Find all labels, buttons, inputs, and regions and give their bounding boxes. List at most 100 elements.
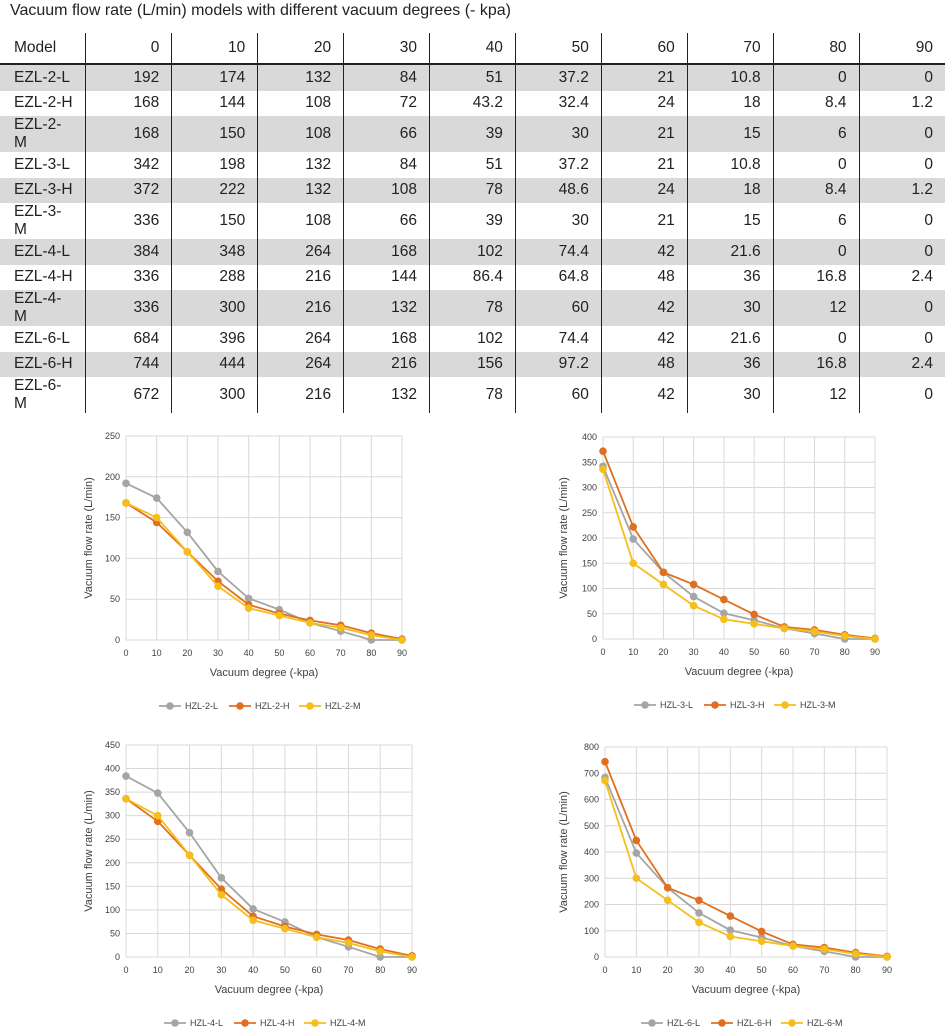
legend-marker-HZL-6-M bbox=[788, 1019, 796, 1027]
data-point-HZL-4-L bbox=[122, 772, 130, 780]
x-axis-title: Vacuum degree (-kpa) bbox=[692, 984, 801, 996]
y-tick-label: 0 bbox=[115, 635, 120, 645]
x-tick-label: 80 bbox=[840, 647, 850, 657]
y-tick-label: 500 bbox=[584, 821, 599, 831]
legend-marker-HZL-6-L bbox=[648, 1019, 656, 1027]
data-point-HZL-2-L bbox=[244, 594, 253, 603]
x-tick-label: 50 bbox=[757, 965, 767, 975]
data-point-HZL-6-H bbox=[632, 836, 641, 845]
value-cell: 156 bbox=[429, 351, 516, 377]
value-cell: 42 bbox=[600, 239, 688, 265]
model-cell: EZL-4-H bbox=[14, 268, 73, 286]
value-cell: 0 bbox=[858, 377, 945, 413]
value-cell: 21 bbox=[600, 152, 688, 178]
y-tick-label: 100 bbox=[105, 905, 120, 915]
value-cell: 42 bbox=[600, 290, 688, 326]
value-cell: 216 bbox=[257, 264, 344, 290]
value-cell: 132 bbox=[257, 64, 344, 91]
column-header-80: 80 bbox=[772, 33, 860, 65]
data-point-HZL-3-M bbox=[720, 615, 728, 624]
value-cell: 216 bbox=[257, 290, 344, 326]
x-tick-label: 80 bbox=[366, 648, 376, 658]
data-point-HZL-6-M bbox=[601, 776, 609, 785]
x-tick-label: 10 bbox=[628, 647, 638, 657]
data-point-HZL-4-L bbox=[217, 874, 226, 882]
legend-marker-HZL-3-M bbox=[781, 701, 789, 709]
data-point-HZL-2-M bbox=[152, 513, 161, 522]
y-axis-title: Vacuum flow rate (L/min) bbox=[558, 477, 570, 598]
y-tick-label: 350 bbox=[105, 787, 120, 797]
data-point-HZL-6-L bbox=[726, 926, 735, 935]
value-cell: 24 bbox=[600, 177, 688, 203]
column-header-40: 40 bbox=[429, 33, 516, 65]
value-cell: 216 bbox=[343, 351, 430, 377]
x-tick-label: 60 bbox=[305, 648, 315, 658]
value-cell: 384 bbox=[85, 239, 172, 265]
value-cell: 108 bbox=[257, 116, 344, 152]
x-tick-label: 50 bbox=[749, 647, 759, 657]
legend-label: HZL-2-M bbox=[325, 701, 361, 711]
data-point-HZL-6-M bbox=[883, 953, 891, 961]
model-cell: EZL-3-M bbox=[14, 203, 62, 238]
data-point-HZL-3-H bbox=[629, 523, 638, 531]
data-point-HZL-2-M bbox=[398, 636, 406, 644]
value-cell: 86.4 bbox=[429, 264, 516, 290]
value-cell: 37.2 bbox=[514, 152, 602, 178]
value-cell: 0 bbox=[858, 152, 945, 178]
value-cell: 102 bbox=[429, 239, 516, 265]
value-cell: 8.4 bbox=[772, 177, 860, 203]
x-tick-label: 60 bbox=[312, 965, 322, 975]
y-tick-label: 200 bbox=[105, 472, 120, 482]
value-cell: 0 bbox=[858, 239, 945, 265]
x-tick-label: 80 bbox=[851, 965, 861, 975]
x-axis-title: Vacuum degree (-kpa) bbox=[210, 667, 319, 679]
x-tick-label: 70 bbox=[343, 965, 353, 975]
series-line-HZL-6-M bbox=[604, 780, 888, 958]
value-cell: 74.4 bbox=[514, 326, 602, 352]
data-point-HZL-6-H bbox=[757, 927, 766, 936]
value-cell: 300 bbox=[171, 290, 258, 326]
value-cell: 0 bbox=[772, 64, 860, 91]
legend-marker-HZL-4-H bbox=[241, 1019, 249, 1027]
value-cell: 60 bbox=[514, 377, 602, 413]
value-cell: 264 bbox=[257, 351, 344, 377]
value-cell: 6 bbox=[772, 203, 860, 239]
value-cell: 6 bbox=[772, 116, 860, 152]
x-tick-label: 0 bbox=[600, 647, 605, 657]
value-cell: 264 bbox=[257, 239, 344, 265]
value-cell: 216 bbox=[257, 377, 344, 413]
value-cell: 288 bbox=[171, 264, 258, 290]
value-cell: 2.4 bbox=[858, 351, 945, 377]
value-cell: 108 bbox=[257, 203, 344, 239]
value-cell: 348 bbox=[171, 239, 258, 265]
x-tick-label: 90 bbox=[882, 965, 892, 975]
value-cell: 18 bbox=[686, 177, 774, 203]
column-header-60: 60 bbox=[600, 33, 688, 65]
value-cell: 15 bbox=[686, 116, 774, 152]
value-cell: 150 bbox=[171, 203, 258, 239]
y-tick-label: 400 bbox=[582, 432, 597, 442]
legend-label: HZL-4-H bbox=[260, 1018, 295, 1028]
column-header-10: 10 bbox=[171, 33, 258, 65]
value-cell: 36 bbox=[686, 351, 774, 377]
x-tick-label: 30 bbox=[213, 648, 223, 658]
y-tick-label: 100 bbox=[584, 926, 599, 936]
legend-label: HZL-4-L bbox=[190, 1018, 223, 1028]
data-point-HZL-3-H bbox=[599, 447, 607, 455]
y-tick-label: 0 bbox=[594, 952, 599, 962]
data-point-HZL-3-M bbox=[810, 627, 819, 636]
series-line-HZL-3-M bbox=[602, 469, 876, 640]
model-cell: EZL-6-H bbox=[0, 351, 86, 377]
value-cell: 97.2 bbox=[514, 351, 602, 377]
data-point-HZL-2-L bbox=[214, 567, 222, 576]
x-tick-label: 80 bbox=[375, 965, 385, 975]
series-line-HZL-6-H bbox=[604, 761, 888, 958]
model-cell: EZL-6-M bbox=[14, 377, 62, 412]
y-tick-label: 600 bbox=[584, 795, 599, 805]
table-row: EZL-2-H 168 144 108 72 43.2 32.4 24 18 8.4 1.2 bbox=[0, 90, 945, 116]
data-point-HZL-2-M bbox=[122, 499, 130, 507]
y-tick-label: 50 bbox=[110, 928, 120, 938]
data-point-HZL-3-L bbox=[720, 609, 728, 618]
data-point-HZL-3-M bbox=[599, 465, 607, 474]
data-point-HZL-6-H bbox=[695, 896, 703, 905]
